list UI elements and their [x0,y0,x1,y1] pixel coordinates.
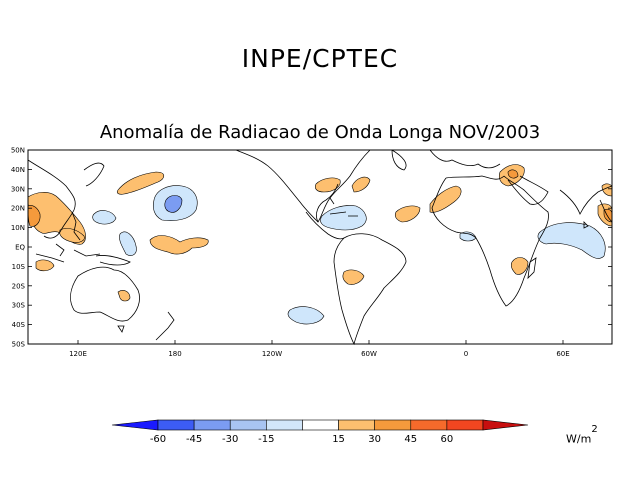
coastline-philippines [71,211,81,241]
units-exponent: 2 [591,424,598,435]
legend-value-label: 15 [332,434,345,445]
lon-label: 0 [464,350,468,358]
coastline-africa [431,175,549,307]
lat-label: 30N [11,185,25,193]
anomaly-positive-central-pacific [149,235,209,255]
lat-label: 40S [12,321,26,329]
coastline-new-zealand [155,311,175,341]
coastline-greenland [391,149,407,171]
lon-label: 120E [69,350,87,358]
anomaly-negative-south-pacific-convergence [119,231,137,256]
anomaly-positive-brazil [342,269,365,285]
anomaly-positive-east-asia [601,183,613,197]
lat-label: 10N [11,224,25,232]
legend-box [446,419,484,431]
lat-label: 30S [12,302,26,310]
coastline-east-asia [27,159,76,239]
coastline-europe [429,149,501,169]
color-legend: -60 -45 -30 -15 15 30 45 60 [111,419,529,445]
legend-box [193,419,231,431]
lon-label: 60E [556,350,569,358]
latitude-axis: 50N 40N 30N 20N 10N EQ 10S 20S 30S 40S 50S [11,147,612,349]
legend-units: W/m2 [566,424,598,446]
coastline-madagascar [527,257,537,280]
lat-label: 50S [12,341,26,349]
anomaly-positive-mozambique [510,257,529,275]
lat-label: 40N [11,166,25,174]
map-frame: 50N 40N 30N 20N 10N EQ 10S 20S 30S 40S 50S 120E 180… [11,147,613,358]
anomaly-negative-west-pacific [92,210,117,225]
legend-value-label: 60 [441,434,454,445]
lat-label: EQ [15,244,25,252]
legend-box [157,419,195,431]
coastline-south-america [333,233,407,346]
lon-label: 120W [262,350,282,358]
lat-label: 20N [11,205,25,213]
legend-arrow-high [482,419,529,431]
anomaly-positive-arabia-core [507,169,519,179]
coastline-sri-lanka [583,221,589,229]
anomaly-positive-north-pacific [116,171,165,195]
lat-label: 50N [11,147,25,155]
legend-value-label: -30 [222,434,238,445]
legend-box [338,419,375,431]
anomaly-positive-sahara [429,185,462,213]
coastline-mediterranean [445,175,505,180]
anomaly-positive-atlantic-north [351,176,371,193]
units-base: W/m [566,432,592,446]
anomaly-negative-southeast-pacific [287,306,325,325]
legend-value-label: 30 [368,434,381,445]
lat-label: 20S [12,282,26,290]
legend-box [266,419,303,431]
anomaly-positive-philippines [59,228,85,243]
anomaly-negative-indian-ocean [537,222,606,259]
org-title: INPE/CPTEC [241,44,399,73]
legend-boxes [157,419,484,431]
legend-box [374,419,412,431]
legend-arrow-low [111,419,159,431]
anomaly-negative-central-america [320,205,367,231]
coastline-gulf-mexico [316,183,339,223]
map-title: Anomalía de Radiacao de Onda Longa NOV/2… [99,122,541,143]
coastline-indonesia [35,243,101,263]
legend-value-label: -15 [258,434,274,445]
legend-box [410,419,448,431]
anomaly-positive-australia [117,290,131,302]
anomaly-layer [27,164,613,325]
legend-value-label: -45 [186,434,202,445]
coastline-tasmania [117,325,125,333]
coastline-caribbean [329,211,358,217]
anomaly-positive-gulf-mexico [314,177,341,193]
longitude-axis: 120E 180 120W 60W 0 60E [69,340,570,358]
coastline-australia [70,266,140,322]
lon-label: 60W [361,350,377,358]
coastline-india [559,185,613,215]
anomaly-negative-north-pacific-core [164,195,183,213]
coastline-new-guinea [95,255,131,266]
coastline-arabia [507,175,549,205]
anomaly-positive-indonesia-south [35,259,55,272]
legend-box [229,419,267,431]
legend-box [302,419,339,431]
coastline-japan [83,162,105,187]
coastline-central-america [305,211,345,240]
lat-label: 10S [12,263,26,271]
legend-value-label: -60 [150,434,166,445]
lon-label: 180 [168,350,181,358]
coastline-layer [27,149,613,346]
anomaly-positive-tropical-atlantic [394,205,421,223]
coastline-southeast-asia-east [599,199,613,223]
legend-value-label: 45 [404,434,417,445]
legend-labels: -60 -45 -30 -15 15 30 45 60 [150,434,453,445]
